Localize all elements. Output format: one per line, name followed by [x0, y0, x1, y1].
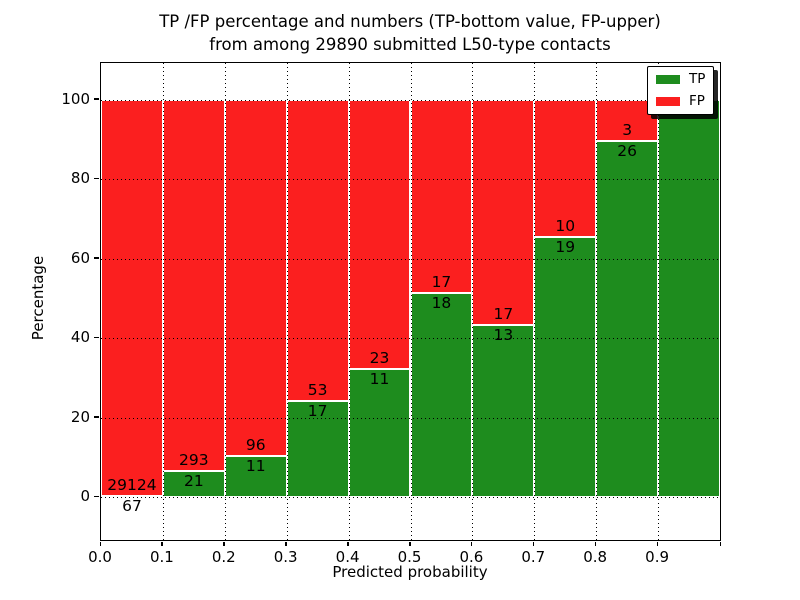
x-tick	[656, 542, 659, 546]
x-tick	[470, 542, 473, 546]
fp-count-label: 10	[555, 216, 576, 235]
fp-count-label: 17	[431, 272, 452, 291]
x-tick	[285, 542, 287, 546]
x-tick	[409, 542, 411, 546]
chart-title-line1: TP /FP percentage and numbers (TP-bottom…	[159, 12, 661, 31]
tp-legend-swatch	[656, 75, 680, 84]
x-gridline	[286, 63, 288, 540]
tp-bar-segment	[410, 292, 473, 498]
fp-bar-segment	[410, 99, 473, 293]
y-tick	[94, 177, 99, 180]
fp-count-label: 293	[179, 450, 209, 469]
x-tick	[99, 542, 101, 546]
x-gridline	[224, 63, 226, 540]
x-gridline	[596, 63, 598, 540]
x-tick-label: 0.0	[88, 548, 112, 566]
x-tick-label: 0.8	[583, 548, 608, 566]
x-gridline	[348, 63, 350, 540]
fp-legend-swatch	[656, 97, 680, 106]
x-tick-label: 0.2	[211, 548, 236, 566]
x-tick	[532, 542, 535, 546]
chart-title-line2: from among 29890 submitted L50-type cont…	[209, 35, 611, 54]
x-tick-label: 0.6	[459, 548, 484, 566]
legend-entry-tp: TP	[656, 71, 706, 87]
x-axis-label: Predicted probability	[332, 563, 488, 581]
tp-bar-segment	[534, 236, 597, 498]
x-tick	[719, 542, 721, 546]
x-tick-label: 0.7	[521, 548, 546, 566]
chart-title: TP /FP percentage and numbers (TP-bottom…	[100, 10, 720, 56]
y-tick-label: 20	[70, 407, 90, 426]
x-gridline	[162, 63, 164, 540]
plot-area: 2912429396532317171036721111711181319265…	[100, 62, 721, 541]
fp-count-label: 17	[493, 305, 514, 324]
x-tick	[594, 542, 597, 546]
tp-bar-segment	[596, 141, 659, 498]
y-tick	[94, 336, 99, 339]
x-gridline	[658, 63, 660, 540]
tp-bar-segment	[286, 400, 349, 498]
tp-legend-label: TP	[689, 71, 706, 87]
x-tick-label: 0.9	[645, 548, 670, 566]
tp-count-label: 13	[493, 326, 514, 344]
x-tick-label: 0.5	[397, 548, 422, 566]
tp-bar-segment	[162, 470, 225, 498]
y-tick	[94, 257, 99, 259]
tp-count-label: 11	[245, 457, 266, 476]
y-tick-label: 0	[80, 487, 90, 506]
y-tick	[94, 495, 99, 498]
tp-count-label: 26	[617, 142, 637, 160]
fp-count-label: 53	[307, 380, 328, 399]
tp-count-label: 11	[369, 369, 390, 388]
tp-count-label: 21	[183, 471, 204, 490]
y-tick-label: 60	[70, 248, 90, 267]
fp-bar-segment	[348, 99, 411, 369]
y-tick-label: 40	[70, 328, 90, 347]
fp-count-label: 3	[622, 121, 633, 140]
tp-bar-segment	[472, 325, 535, 498]
fp-bar-segment	[534, 99, 597, 237]
y-tick-label: 100	[61, 89, 90, 108]
x-gridline	[410, 63, 412, 540]
tp-count-label: 67	[122, 497, 142, 516]
tp-count-label: 17	[307, 401, 328, 420]
x-tick-label: 0.1	[149, 548, 174, 566]
y-tick	[94, 98, 99, 100]
x-tick-label: 0.3	[273, 548, 298, 566]
x-tick	[347, 542, 349, 546]
tp-count-label: 19	[555, 237, 576, 256]
legend-entry-fp: FP	[656, 93, 705, 109]
y-tick	[94, 416, 99, 418]
fp-bar-segment	[162, 99, 225, 471]
fp-bar-segment	[224, 99, 287, 457]
fp-count-label: 23	[369, 348, 390, 367]
fp-bar-segment	[101, 99, 163, 497]
x-tick	[223, 542, 225, 546]
x-gridline	[472, 63, 474, 540]
y-tick-label: 80	[70, 169, 90, 188]
fp-bar-segment	[472, 99, 535, 325]
fp-count-label: 29124	[107, 476, 157, 495]
tp-bar-segment	[658, 99, 720, 498]
legend: TP FP	[647, 66, 715, 115]
x-gridline	[534, 63, 536, 540]
tp-count-label: 18	[431, 293, 452, 312]
fp-count-label: 96	[245, 436, 266, 455]
x-tick	[161, 542, 163, 546]
fp-legend-label: FP	[689, 93, 705, 109]
tp-bar-segment	[348, 368, 411, 498]
x-tick-label: 0.4	[335, 548, 360, 566]
